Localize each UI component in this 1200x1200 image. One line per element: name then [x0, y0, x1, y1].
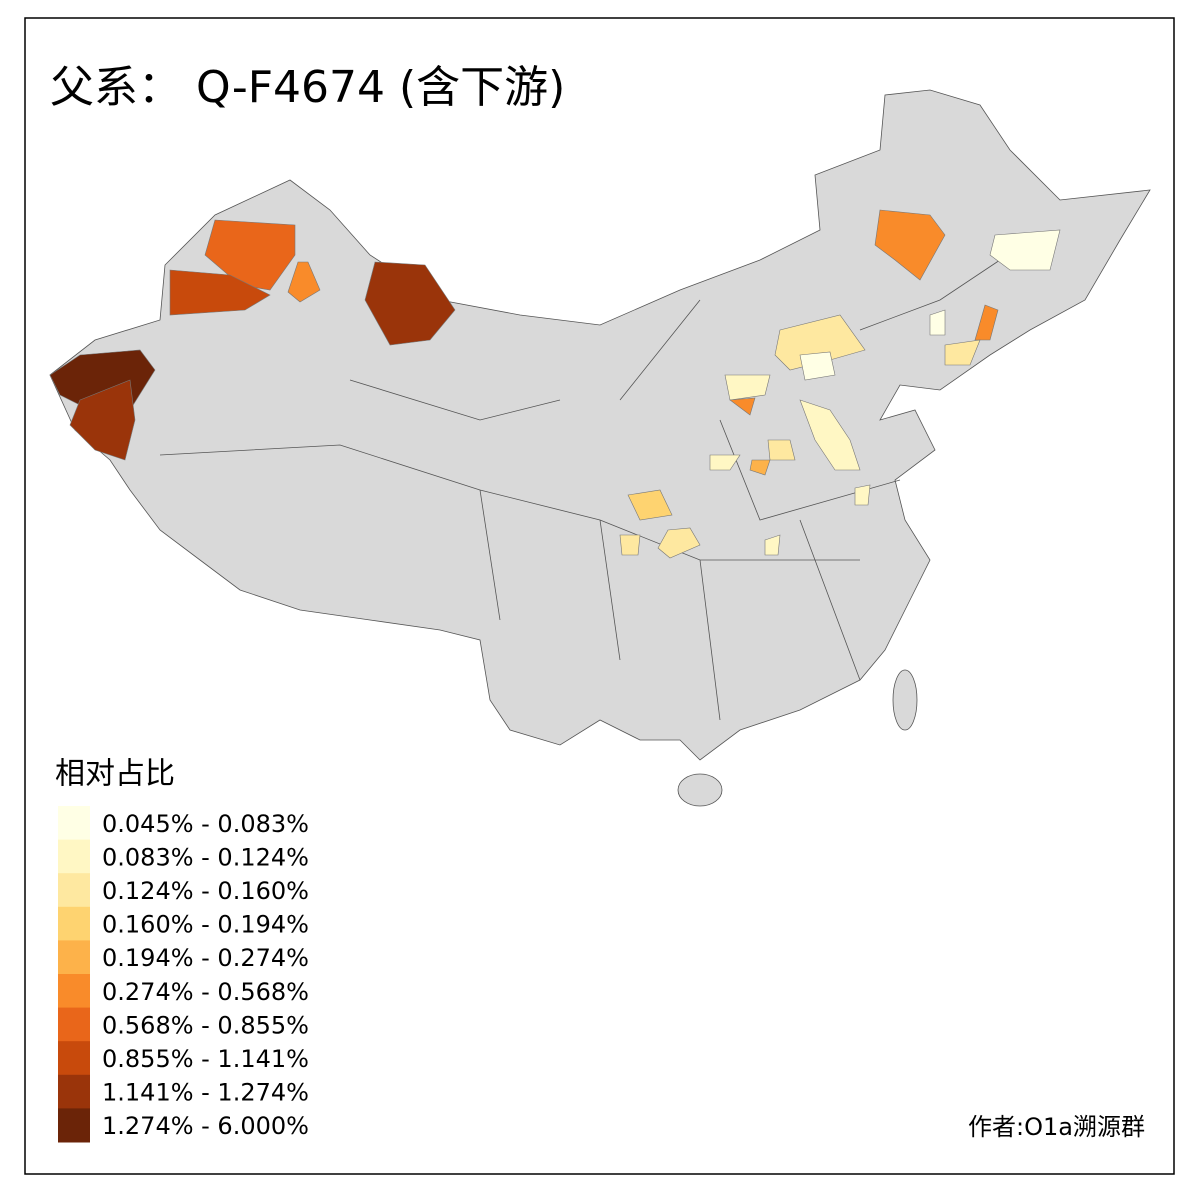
legend-swatch	[58, 940, 90, 975]
region	[364, 261, 456, 346]
region	[799, 399, 861, 471]
legend-swatch	[58, 1041, 90, 1076]
region	[627, 489, 673, 521]
legend-label: 0.045% - 0.083%	[102, 810, 309, 838]
legend-swatch	[58, 906, 90, 941]
region	[764, 534, 781, 556]
legend-swatch	[58, 1007, 90, 1042]
region	[749, 459, 771, 476]
region	[724, 374, 771, 401]
title: 父系： Q-F4674 (含下游)	[50, 62, 565, 113]
legend-swatch	[58, 1108, 90, 1143]
region	[169, 269, 271, 316]
legend-swatch	[58, 806, 90, 841]
region	[929, 309, 946, 336]
legend-label: 0.274% - 0.568%	[102, 978, 309, 1006]
legend-swatch	[58, 839, 90, 874]
region	[989, 229, 1061, 271]
legend-swatch	[58, 974, 90, 1009]
region	[729, 397, 756, 416]
legend-title: 相对占比	[55, 757, 175, 792]
taiwan	[892, 669, 918, 731]
region	[619, 534, 641, 556]
region	[767, 439, 796, 461]
region	[874, 209, 946, 281]
region	[69, 379, 136, 461]
region	[709, 454, 741, 471]
region	[657, 527, 701, 559]
hainan	[677, 773, 723, 807]
mainland	[49, 89, 1151, 761]
region	[204, 219, 296, 291]
legend-label: 0.160% - 0.194%	[102, 911, 309, 939]
legend-label: 0.194% - 0.274%	[102, 944, 309, 972]
legend-label: 0.124% - 0.160%	[102, 877, 309, 905]
region	[287, 261, 321, 303]
legend: 0.045% - 0.083% 0.083% - 0.124% 0.124% - 0…	[58, 806, 309, 1143]
legend-label: 0.083% - 0.124%	[102, 843, 309, 871]
china-map	[49, 89, 1151, 807]
legend-swatch	[58, 873, 90, 908]
region	[944, 339, 981, 366]
region	[799, 351, 836, 381]
region	[974, 304, 999, 341]
legend-label: 1.274% - 6.000%	[102, 1112, 309, 1140]
region	[854, 484, 871, 506]
author: 作者:O1a溯源群	[968, 1113, 1145, 1141]
province-borders	[159, 259, 1001, 721]
legend-label: 0.568% - 0.855%	[102, 1011, 309, 1039]
legend-label: 0.855% - 1.141%	[102, 1045, 309, 1073]
legend-label: 1.141% - 1.274%	[102, 1079, 309, 1107]
legend-swatch	[58, 1074, 90, 1109]
